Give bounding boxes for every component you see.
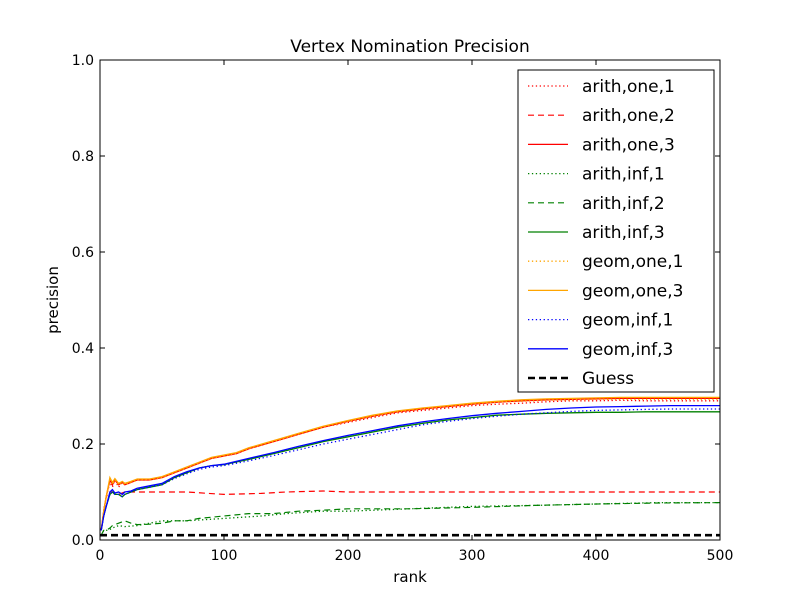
series-line-geom-inf-1 [100, 408, 720, 531]
legend-label-arith-one-1: arith,one,1 [582, 77, 675, 97]
y-tick-label: 0.2 [72, 437, 94, 453]
y-tick-label: 0.4 [72, 341, 94, 357]
x-tick-label: 100 [211, 548, 238, 564]
chart-title: Vertex Nomination Precision [290, 37, 529, 57]
x-axis-label: rank [393, 568, 427, 586]
x-tick-label: 400 [583, 548, 610, 564]
legend-label-arith-inf-3: arith,inf,3 [582, 223, 665, 243]
y-axis-label: precision [44, 266, 62, 334]
y-tick-label: 0.6 [72, 245, 94, 261]
legend-label-arith-one-3: arith,one,3 [582, 135, 675, 155]
legend-label-geom-inf-1: geom,inf,1 [582, 311, 673, 331]
y-tick-label: 1.0 [72, 53, 94, 69]
x-tick-label: 300 [459, 548, 486, 564]
legend-label-geom-inf-3: geom,inf,3 [582, 340, 673, 360]
legend-label-geom-one-1: geom,one,1 [582, 252, 683, 272]
series-line-arith-inf-3 [100, 411, 720, 531]
series-layer [100, 396, 720, 537]
y-tick-label: 0.0 [72, 533, 94, 549]
x-tick-label: 200 [335, 548, 362, 564]
y-tick-label: 0.8 [72, 149, 94, 165]
x-tick-label: 0 [96, 548, 105, 564]
legend-label-arith-inf-2: arith,inf,2 [582, 194, 665, 214]
axis-ticks: 0 100 200 300 400 500 0.0 0.2 0.4 0.6 0.8 1.0 [72, 53, 734, 564]
legend-label-guess: Guess [582, 369, 634, 389]
legend-label-geom-one-3: geom,one,3 [582, 281, 683, 301]
series-line-geom-inf-3 [100, 404, 720, 531]
series-line-arith-inf-1 [100, 501, 720, 536]
x-tick-label: 500 [707, 548, 734, 564]
series-line-arith-one-3 [100, 397, 720, 531]
legend-box [517, 69, 715, 393]
series-line-geom-one-3 [100, 396, 720, 531]
plot-frame [99, 59, 721, 541]
legend-label-arith-one-2: arith,one,2 [582, 106, 675, 126]
legend-label-arith-inf-1: arith,inf,1 [582, 165, 665, 185]
legend: arith,one,1 arith,one,2 arith,one,3 arith,i… [517, 69, 715, 393]
